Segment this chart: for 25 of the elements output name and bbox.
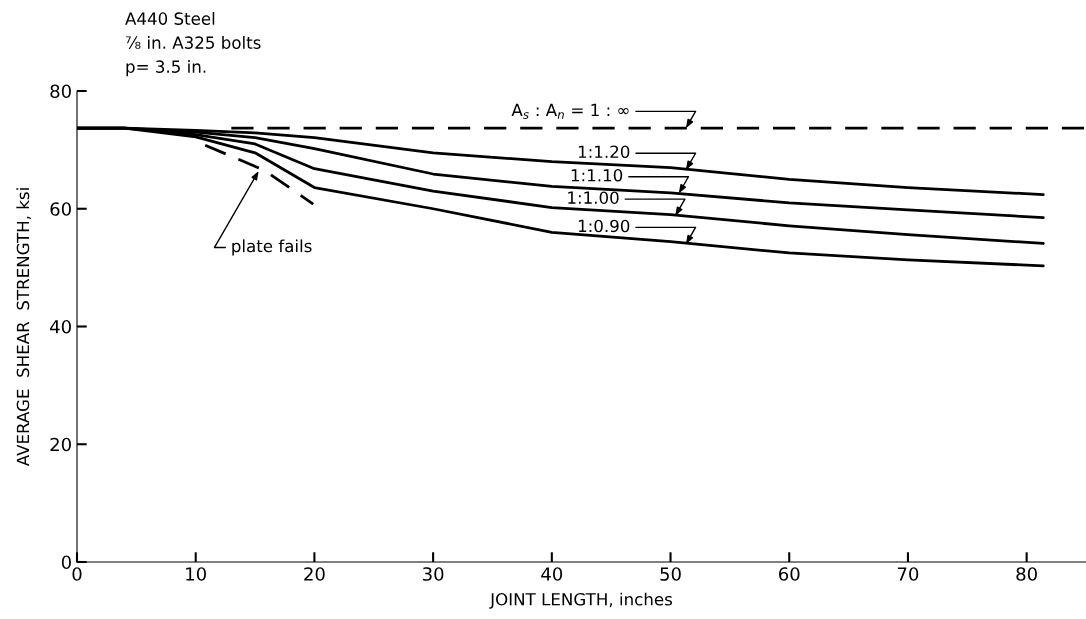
x-tick-label: 0 — [72, 567, 82, 581]
annotation: 1:1.20 — [578, 145, 630, 159]
y-tick-label: 60 — [50, 202, 71, 216]
annotation: 1:0.90 — [578, 219, 630, 233]
x-tick-label: 70 — [897, 567, 919, 581]
x-tick-label: 10 — [186, 567, 206, 581]
annotation: plate fails — [232, 239, 312, 256]
y-tick-label: 40 — [50, 319, 71, 334]
x-tick-label: 20 — [304, 567, 325, 581]
text: ⅞ in. A325 bolts — [125, 36, 261, 49]
x-tick-label: 50 — [660, 567, 681, 581]
annotation: A$_{s}$ : A$_{n}$ = 1 : ∞ — [511, 103, 629, 119]
y-tick-label: 0 — [61, 555, 71, 570]
x-tick-label: 40 — [541, 567, 563, 581]
y-tick-label: 80 — [50, 84, 71, 99]
text: p= 3.5 in. — [126, 60, 206, 77]
y-tick-label: 20 — [50, 437, 71, 452]
x-tick-label: 30 — [423, 567, 444, 581]
y-axis-title: AVERAGE SHEAR STRENGTH, ksi — [16, 188, 31, 467]
x-axis-title: JOINT LENGTH, inches — [489, 592, 673, 609]
x-tick-label: 60 — [779, 567, 800, 581]
annotation: 1:1.10 — [571, 169, 623, 182]
text: A440 Steel — [125, 12, 215, 25]
x-tick-label: 80 — [1016, 567, 1037, 581]
annotation: 1:1.00 — [568, 191, 619, 204]
